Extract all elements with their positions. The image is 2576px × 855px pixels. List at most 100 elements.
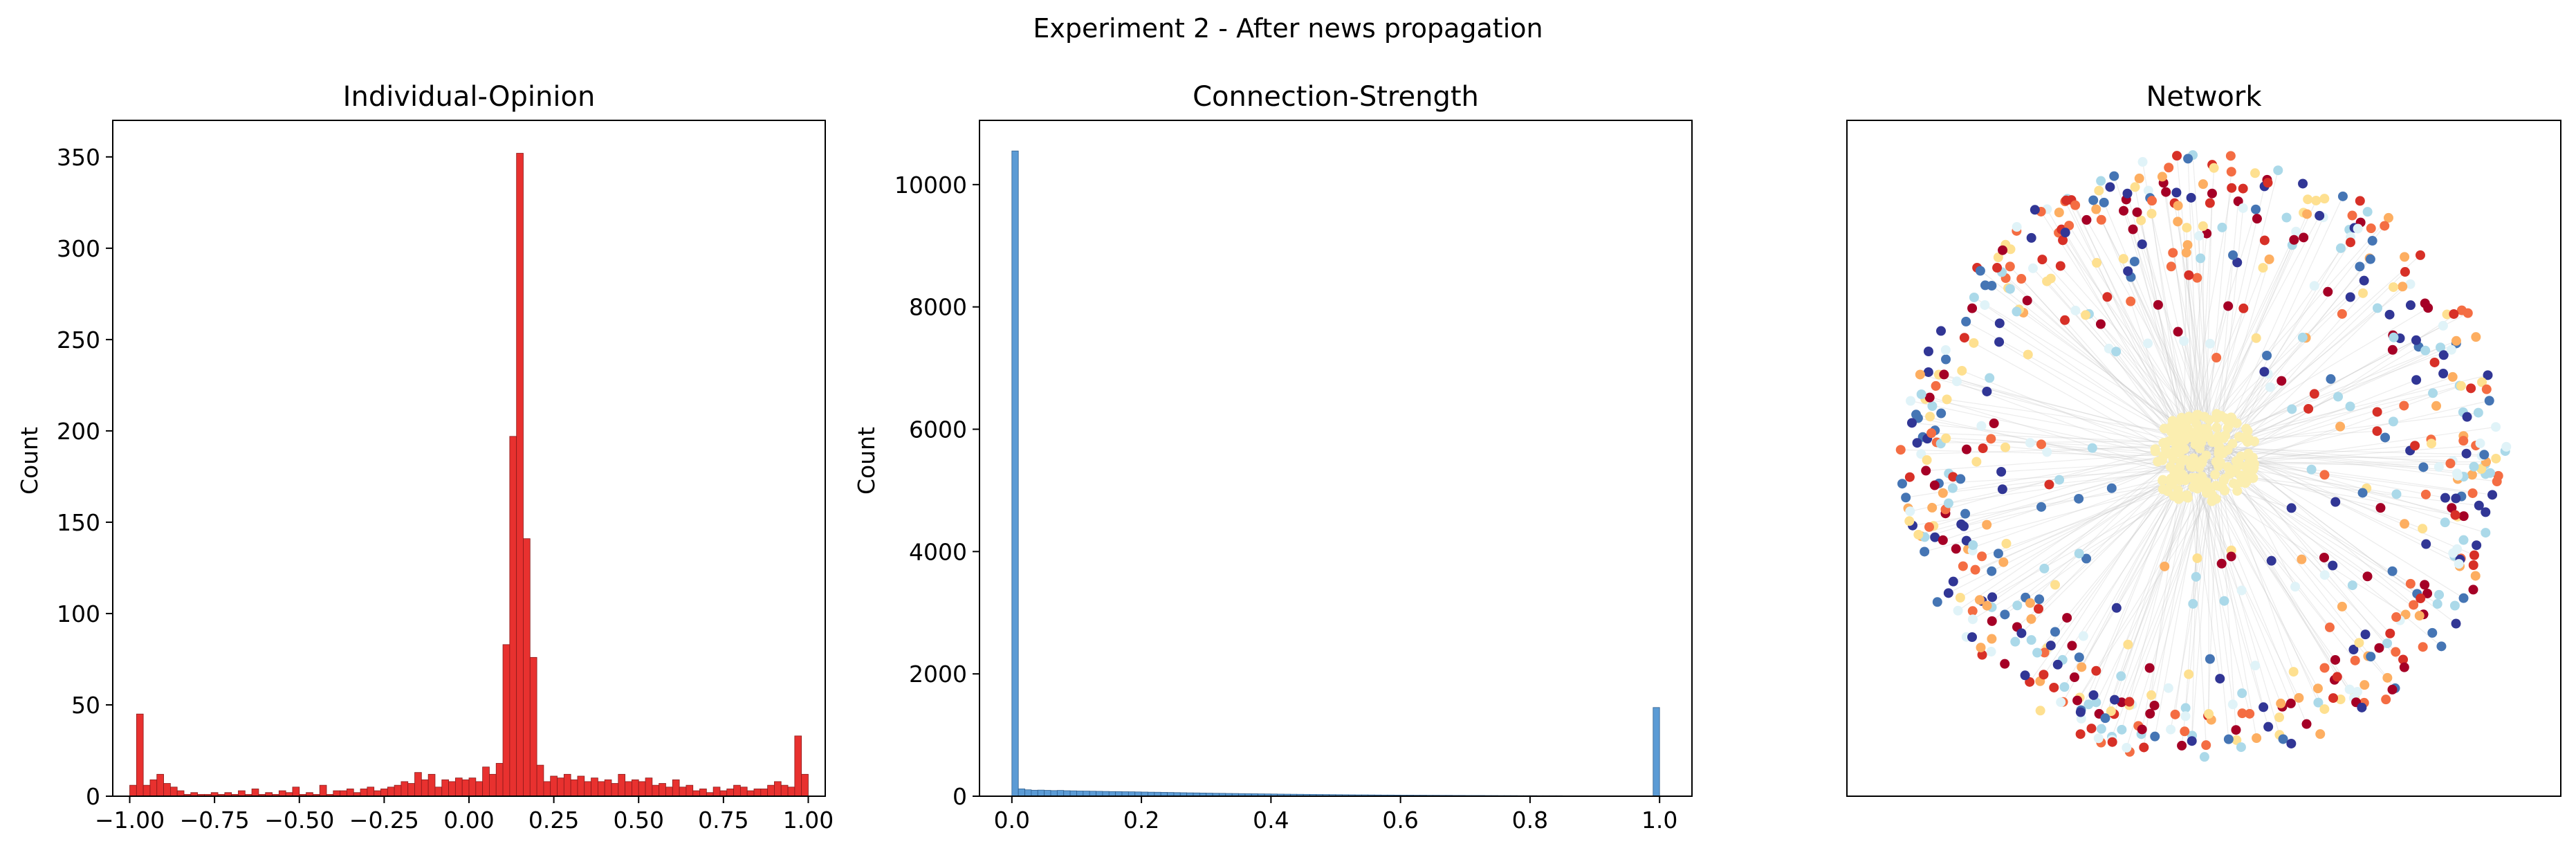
opinion-histogram-ytick-label: 250 <box>57 327 100 353</box>
network-node <box>2119 205 2129 216</box>
opinion-histogram-bar <box>665 787 673 797</box>
network-node <box>2263 178 2273 188</box>
network-node <box>2198 179 2208 190</box>
network-node <box>2099 197 2109 208</box>
network-node <box>1930 532 1940 542</box>
network-node <box>2237 708 2247 719</box>
network-node <box>2105 182 2115 192</box>
network-node <box>2136 215 2146 226</box>
network-edge <box>1938 374 2190 441</box>
network-node <box>2074 652 2084 663</box>
network-node <box>2219 596 2229 606</box>
network-node <box>1938 488 1948 498</box>
network-node <box>2056 697 2066 708</box>
network-node <box>2400 519 2410 529</box>
opinion-histogram-xtick-label: −0.25 <box>349 807 419 834</box>
network-node <box>2201 740 2211 751</box>
network-node <box>2467 470 2477 480</box>
opinion-histogram-bar <box>726 789 734 797</box>
network-node <box>2438 320 2448 331</box>
network-edge <box>2099 463 2193 715</box>
network-node <box>2052 659 2063 670</box>
network-node <box>2189 432 2200 443</box>
network-node <box>1926 428 1937 439</box>
network-edge <box>2193 376 2453 468</box>
network-node <box>1968 540 1978 551</box>
opinion-histogram-bar <box>679 787 687 797</box>
opinion-histogram-bar <box>475 781 484 797</box>
network-node <box>2344 684 2355 695</box>
network-node <box>2236 742 2246 753</box>
network-node <box>2226 551 2236 562</box>
network-edge <box>2193 340 2457 448</box>
network-edge <box>1910 400 2188 461</box>
strength-histogram-bar <box>1108 791 1116 797</box>
opinion-histogram-bar <box>719 790 728 797</box>
network-edge <box>1920 374 2206 450</box>
opinion-histogram-xtick-label: 0.00 <box>443 807 494 834</box>
network-edge <box>2202 473 2229 739</box>
network-node <box>2501 441 2512 452</box>
network-node <box>2214 448 2224 459</box>
network-node <box>1961 444 1971 454</box>
strength-histogram-xtick-label: 1.0 <box>1641 807 1677 834</box>
network-node <box>1924 522 1934 532</box>
network-node <box>2191 571 2201 582</box>
network-node <box>2245 708 2255 719</box>
network-edge <box>1938 468 2203 484</box>
network-node <box>2096 176 2106 186</box>
network-node <box>2328 693 2339 704</box>
network-nodes <box>1895 150 2512 762</box>
network-node <box>2481 507 2491 517</box>
network-edge <box>2174 462 2211 715</box>
network-node <box>2054 208 2064 218</box>
network-node <box>2414 611 2425 621</box>
network-node <box>2420 489 2431 499</box>
network-node <box>2470 571 2481 581</box>
opinion-histogram-bar <box>340 790 347 797</box>
network-node <box>2035 706 2045 716</box>
network-node <box>2348 645 2359 655</box>
network-node <box>2475 438 2485 448</box>
network-node <box>2458 535 2469 545</box>
opinion-histogram-bar <box>523 538 531 797</box>
network-node <box>1927 502 1938 513</box>
opinion-histogram-ytick-label: 200 <box>57 418 100 445</box>
strength-histogram-ytick-label: 10000 <box>894 172 967 199</box>
network-node <box>2228 250 2238 260</box>
network-node <box>2276 698 2286 708</box>
network-node <box>2400 252 2410 262</box>
network-node <box>2469 461 2479 472</box>
network-node <box>1982 386 1992 396</box>
network-edge <box>2126 193 2195 450</box>
network-node <box>2472 540 2482 551</box>
network-title: Network <box>2146 81 2262 113</box>
network-node <box>1951 544 1961 554</box>
network-node <box>1986 647 1996 657</box>
network-edge <box>1915 414 2187 476</box>
network-node <box>2139 742 2149 753</box>
network-node <box>1985 373 1995 383</box>
strength-histogram-ytick-label: 8000 <box>909 294 967 321</box>
network-node <box>2025 598 2035 608</box>
opinion-histogram-bar <box>611 783 619 797</box>
network-edge <box>2197 468 2319 689</box>
network-node <box>2330 654 2341 665</box>
opinion-histogram-xtick-label: 0.25 <box>528 807 579 834</box>
network-node <box>1969 338 1979 348</box>
opinion-histogram-bar <box>495 763 504 797</box>
network-node <box>2387 684 2398 695</box>
network-node <box>2205 654 2215 664</box>
network-node <box>1980 300 1990 310</box>
network-node <box>2153 300 2163 310</box>
network-node <box>2061 195 2072 205</box>
network-node <box>2077 662 2087 672</box>
opinion-histogram-bar <box>746 790 755 797</box>
network-node <box>2353 223 2363 234</box>
network-node <box>2211 423 2222 433</box>
network-edge <box>1912 478 2206 526</box>
network-node <box>2418 642 2428 652</box>
network-node <box>1936 408 1947 419</box>
network-node <box>2188 598 2198 609</box>
network-node <box>2381 695 2391 705</box>
